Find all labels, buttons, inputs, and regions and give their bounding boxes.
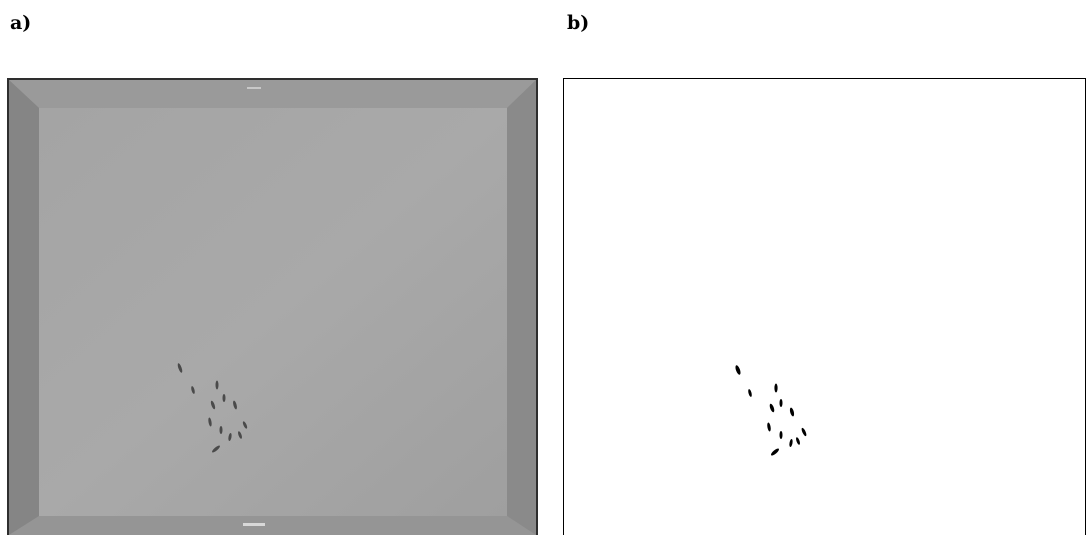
fish <box>220 426 223 434</box>
wall-right <box>507 80 536 535</box>
reflection <box>247 87 261 89</box>
wall-bottom <box>9 516 536 535</box>
fish <box>774 384 777 393</box>
wall-left <box>9 80 39 535</box>
tank-floor <box>39 108 507 516</box>
page: a) b) <box>0 0 1086 535</box>
wall-top <box>9 80 536 108</box>
segmentation-mask <box>563 78 1086 535</box>
fish <box>216 381 219 390</box>
mask-frame <box>564 79 1086 535</box>
fish <box>780 399 783 407</box>
reflection <box>243 523 265 526</box>
panel-label: a) <box>10 12 31 34</box>
fish <box>780 431 783 439</box>
fish <box>223 394 226 402</box>
panel-label: b) <box>567 12 589 34</box>
tank-photo <box>7 78 538 535</box>
